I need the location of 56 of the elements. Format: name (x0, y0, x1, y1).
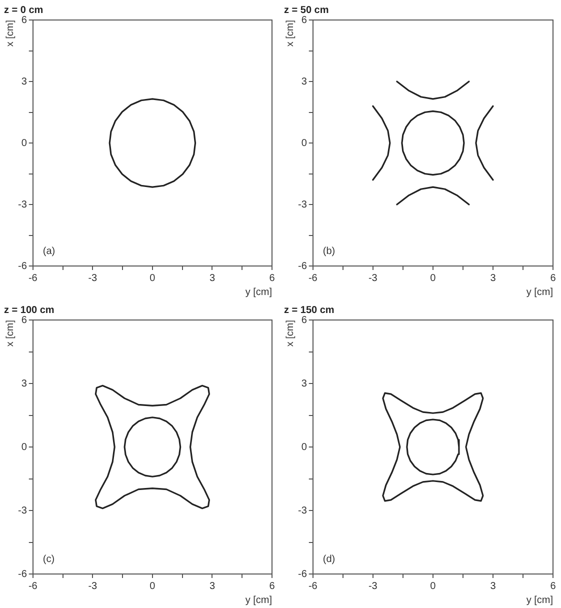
x-tick-label: -6 (308, 580, 318, 592)
y-tick-label: -3 (298, 505, 308, 516)
x-tick-label: -3 (368, 272, 378, 284)
x-axis-title: y [cm] (245, 286, 272, 298)
y-tick-label: 0 (21, 138, 28, 149)
annotation: (b) (322, 246, 336, 257)
y-tick-label: 6 (21, 314, 28, 326)
x-tick-label: 0 (150, 272, 156, 284)
x-tick-label: 0 (150, 580, 156, 592)
x-tick-label: 0 (430, 272, 436, 284)
y-tick-label: -6 (18, 260, 28, 272)
y-tick-label: 3 (21, 76, 28, 88)
x-tick-label: 3 (490, 580, 496, 592)
x-tick-label: 6 (269, 580, 276, 592)
x-axis-title: y [cm] (526, 286, 554, 298)
y-tick-label: 3 (21, 378, 28, 390)
y-tick-label: -3 (298, 199, 308, 210)
x-tick-label: 0 (430, 580, 436, 592)
y-axis-title: x [cm] (284, 320, 296, 347)
y-axis-title: x [cm] (4, 320, 16, 347)
y-tick-label: -3 (18, 505, 28, 516)
y-axis-title: x [cm] (284, 20, 296, 47)
annotation: (d) (322, 554, 336, 565)
y-tick-label: 6 (301, 314, 308, 326)
x-tick-label: -3 (88, 272, 98, 284)
y-tick-label: 3 (301, 378, 308, 390)
y-tick-label: -6 (18, 568, 28, 580)
chart-title: z = 50 cm (284, 4, 329, 16)
x-tick-label: -6 (28, 272, 38, 284)
x-tick-label: -3 (88, 580, 98, 592)
y-tick-label: 3 (301, 76, 308, 88)
chart-title: z = 100 cm (4, 304, 54, 316)
x-tick-label: 3 (209, 272, 216, 284)
y-tick-label: 0 (301, 138, 308, 149)
y-tick-label: 0 (301, 442, 308, 453)
y-tick-label: -6 (298, 260, 308, 272)
y-tick-label: 6 (21, 14, 28, 26)
annotation: (a) (42, 246, 56, 257)
y-tick-label: -6 (298, 568, 308, 580)
x-tick-label: -3 (368, 580, 378, 592)
annotation: (c) (42, 554, 55, 565)
y-axis-title: x [cm] (4, 20, 16, 47)
x-tick-label: 3 (209, 580, 216, 592)
y-tick-label: 0 (21, 442, 28, 453)
y-tick-label: -3 (18, 199, 28, 210)
y-tick-label: 6 (301, 14, 308, 26)
x-axis-title: y [cm] (245, 594, 272, 606)
x-tick-label: 6 (269, 272, 276, 284)
x-axis-title: y [cm] (526, 594, 554, 606)
x-tick-label: 6 (550, 580, 556, 592)
x-tick-label: -6 (308, 272, 318, 284)
x-tick-label: 6 (550, 272, 556, 284)
chart-title: z = 150 cm (284, 304, 334, 316)
chart-title: z = 0 cm (4, 4, 44, 16)
x-tick-label: -6 (28, 580, 38, 592)
x-tick-label: 3 (490, 272, 496, 284)
